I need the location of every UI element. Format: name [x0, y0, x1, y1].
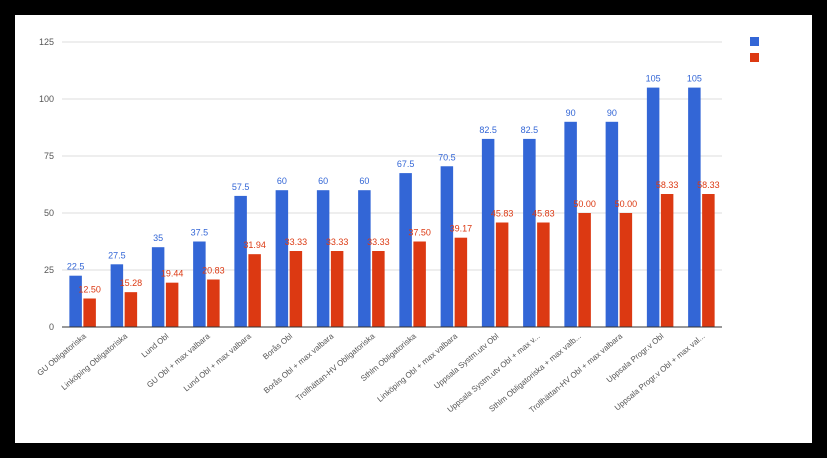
- bar-series-1: [275, 190, 289, 327]
- bar-series-1: [646, 87, 660, 327]
- y-tick-label: 25: [44, 265, 54, 275]
- data-label-series-1: 27.5: [108, 250, 126, 260]
- bar-series-2: [83, 298, 96, 327]
- data-label-series-2: 33.33: [367, 237, 390, 247]
- data-label-series-1: 105: [646, 74, 661, 84]
- data-label-series-1: 105: [687, 74, 702, 84]
- data-label-series-2: 50.00: [615, 199, 638, 209]
- bar-series-2: [619, 213, 633, 327]
- data-label-series-1: 35: [153, 233, 163, 243]
- bar-series-1: [440, 166, 454, 327]
- y-tick-label: 50: [44, 208, 54, 218]
- data-label-series-2: 45.83: [491, 209, 514, 219]
- data-label-series-1: 60: [277, 176, 287, 186]
- bar-series-2: [454, 237, 468, 327]
- y-tick-label: 75: [44, 151, 54, 161]
- bar-series-1: [605, 121, 619, 327]
- bar-series-2: [578, 213, 591, 327]
- bar-series-2: [537, 222, 550, 327]
- x-tick-label: Borås Obl + max valbara: [262, 331, 336, 395]
- bar-series-1: [688, 87, 701, 327]
- legend-swatch: [750, 53, 759, 62]
- bar-series-2: [372, 251, 385, 327]
- bar-series-1: [523, 138, 536, 327]
- x-tick-label: Linköping Obligatoriska: [60, 331, 130, 392]
- chart-frame: [15, 15, 812, 443]
- data-label-series-2: 58.33: [697, 180, 720, 190]
- bar-series-1: [358, 190, 371, 327]
- bar-series-1: [316, 190, 330, 327]
- data-label-series-2: 58.33: [656, 180, 679, 190]
- legend-swatch: [750, 37, 759, 46]
- data-label-series-1: 57.5: [232, 182, 250, 192]
- bar-series-2: [330, 251, 344, 327]
- data-label-series-2: 12.50: [78, 285, 101, 295]
- data-label-series-1: 67.5: [397, 159, 415, 169]
- x-tick-label: Lund Obl + max valbara: [182, 331, 253, 393]
- data-label-series-2: 33.33: [326, 237, 349, 247]
- bar-series-1: [564, 121, 577, 327]
- y-tick-label: 125: [39, 37, 54, 47]
- bar-series-2: [248, 254, 261, 327]
- y-tick-label: 0: [49, 322, 54, 332]
- data-label-series-2: 19.44: [161, 269, 184, 279]
- data-label-series-1: 37.5: [191, 228, 209, 238]
- y-tick-label: 100: [39, 94, 54, 104]
- bar-series-1: [151, 247, 165, 327]
- data-label-series-2: 39.17: [450, 224, 473, 234]
- bar-series-1: [481, 138, 495, 327]
- bar-series-2: [495, 222, 509, 327]
- bar-series-1: [69, 275, 82, 327]
- data-label-series-1: 60: [318, 176, 328, 186]
- x-tick-label: Trollhättan-HV Obligatoriska: [294, 331, 377, 403]
- data-label-series-1: 82.5: [479, 125, 497, 135]
- data-label-series-2: 31.94: [243, 240, 266, 250]
- data-label-series-1: 22.5: [67, 262, 85, 272]
- data-label-series-1: 60: [359, 176, 369, 186]
- data-label-series-2: 50.00: [573, 199, 596, 209]
- bar-series-1: [399, 173, 412, 327]
- data-label-series-1: 70.5: [438, 152, 456, 162]
- data-label-series-2: 15.28: [120, 278, 143, 288]
- x-tick-label: Lund Obl: [140, 331, 171, 359]
- bar-series-2: [413, 241, 426, 327]
- bar-series-2: [124, 292, 138, 327]
- bar-series-2: [660, 194, 674, 327]
- data-label-series-2: 33.33: [285, 237, 308, 247]
- bar-series-2: [702, 194, 715, 327]
- data-label-series-1: 82.5: [521, 125, 539, 135]
- bar-series-1: [193, 241, 206, 327]
- data-label-series-1: 90: [607, 108, 617, 118]
- bar-series-1: [110, 264, 124, 327]
- bar-series-2: [289, 251, 303, 327]
- data-label-series-2: 20.83: [202, 266, 225, 276]
- bar-series-1: [234, 195, 247, 327]
- x-tick-label: Borås Obl: [261, 331, 294, 361]
- x-tick-label: Linköping Obl + max valbara: [376, 331, 460, 404]
- data-label-series-1: 90: [566, 108, 576, 118]
- data-label-series-2: 37.50: [408, 228, 431, 238]
- bar-series-2: [165, 282, 179, 327]
- x-tick-label: Uppsala Progr.v Obl + max val...: [613, 332, 707, 413]
- data-label-series-2: 45.83: [532, 209, 555, 219]
- bar-series-2: [207, 279, 220, 327]
